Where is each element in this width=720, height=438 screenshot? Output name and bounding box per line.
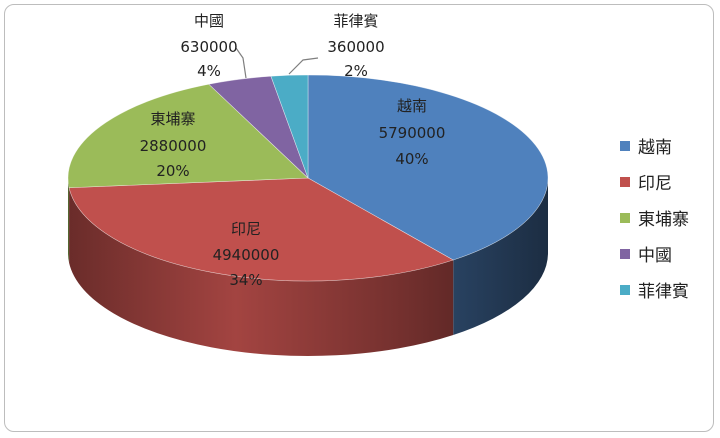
data-label-philippines-name: 菲律賓 (333, 12, 378, 30)
leader-line-philippines (288, 57, 319, 75)
legend-swatch-china (620, 249, 630, 259)
legend-label-cambodia: 東埔寨 (638, 210, 689, 230)
legend: 越南 印尼 東埔寨 中國 菲律賓 (620, 138, 689, 302)
data-label-philippines-value: 360000 (327, 38, 384, 56)
data-label-vietnam-percent: 40% (395, 150, 428, 168)
pie-slice-philippines[interactable] (270, 74, 309, 179)
data-label-indonesia-percent: 34% (229, 271, 262, 289)
data-label-vietnam-value: 5790000 (379, 124, 446, 142)
legend-label-indonesia: 印尼 (638, 174, 672, 194)
data-label-china-value: 630000 (180, 38, 237, 56)
legend-swatch-cambodia (620, 213, 630, 223)
data-label-philippines-percent: 2% (344, 62, 368, 80)
data-label-cambodia-value: 2880000 (140, 137, 207, 155)
data-label-indonesia-name: 印尼 (231, 220, 261, 238)
leader-line-china (235, 47, 247, 79)
data-label-cambodia-percent: 20% (156, 162, 189, 180)
pie-side-indonesia (69, 187, 454, 357)
data-label-cambodia-name: 東埔寨 (150, 110, 195, 128)
data-label-china-name: 中國 (194, 12, 224, 30)
legend-label-philippines: 菲律賓 (638, 282, 689, 302)
pie-slice-vietnam[interactable] (307, 74, 549, 261)
legend-swatch-vietnam (620, 141, 630, 151)
pie-slice-indonesia[interactable] (68, 177, 454, 282)
data-label-china-percent: 4% (197, 62, 221, 80)
legend-swatch-philippines (620, 285, 630, 295)
legend-label-china: 中國 (638, 246, 672, 266)
legend-swatch-indonesia (620, 177, 630, 187)
legend-label-vietnam: 越南 (638, 138, 672, 158)
pie-side-vietnam (453, 178, 548, 336)
data-label-vietnam-name: 越南 (397, 97, 427, 115)
pie-slice-cambodia[interactable] (67, 83, 309, 189)
data-label-indonesia-value: 4940000 (213, 246, 280, 264)
pie-side-cambodia (68, 178, 70, 263)
